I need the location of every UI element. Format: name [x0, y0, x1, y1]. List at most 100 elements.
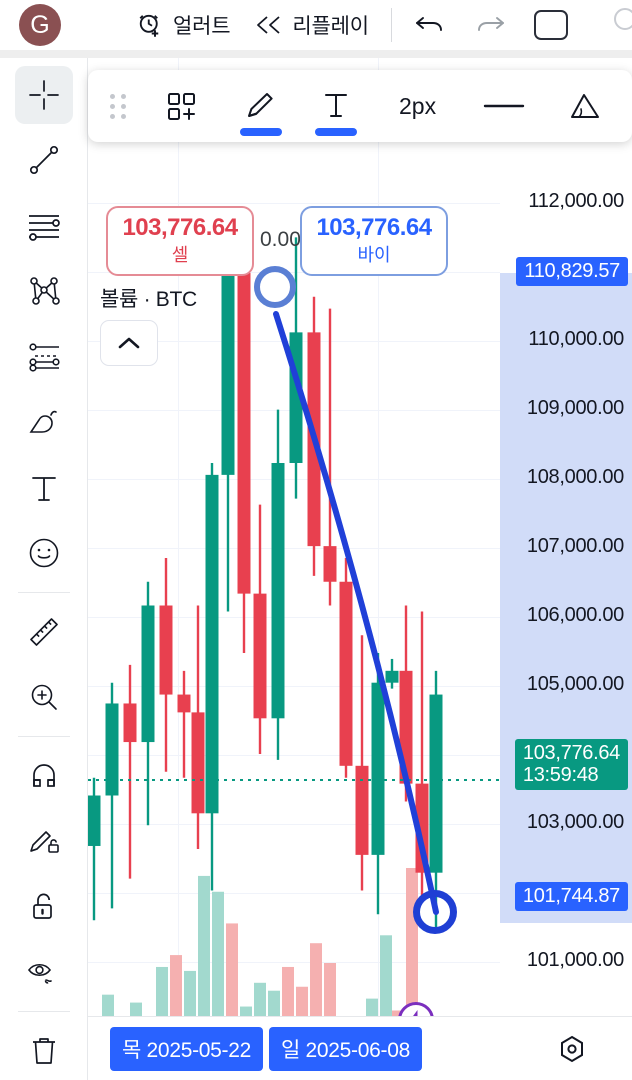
- remove-drawings-tool[interactable]: [15, 1022, 73, 1080]
- candle-body: [159, 605, 173, 695]
- alarm-clock-plus-icon: [135, 10, 165, 40]
- bid-price-pill[interactable]: 101,744.87: [514, 882, 628, 911]
- gridline: [88, 548, 500, 549]
- pattern-tool[interactable]: [15, 263, 73, 321]
- volume-bar: [366, 998, 378, 1016]
- add-template-icon: [165, 89, 199, 123]
- candle-body: [105, 703, 119, 796]
- eye-hide-icon: [26, 957, 62, 989]
- sell-order-box[interactable]: 103,776.64 셀: [106, 206, 254, 276]
- date-pill-left[interactable]: 목 2025-05-22: [110, 1026, 263, 1071]
- volume-bar: [254, 982, 266, 1016]
- spread-value: 0.00: [260, 228, 301, 251]
- undo-arrow-icon[interactable]: [414, 12, 446, 38]
- drag-grip-icon[interactable]: [110, 93, 127, 119]
- rail-divider: [17, 592, 70, 594]
- buy-order-box[interactable]: 103,776.64 바이: [300, 206, 448, 276]
- alert-button[interactable]: 얼러트: [135, 10, 231, 40]
- gridline: [178, 58, 179, 1016]
- text-t-icon: [29, 472, 59, 504]
- price-axis-highlight: [500, 273, 632, 923]
- candle-body: [205, 474, 219, 814]
- volume-bar: [296, 986, 308, 1016]
- redo-arrow-icon[interactable]: [474, 12, 506, 38]
- volume-legend[interactable]: 볼륨 · BTC: [100, 288, 197, 311]
- toolbar-divider: [390, 8, 392, 42]
- trend-line-annotation[interactable]: [88, 58, 500, 1016]
- candle-body: [323, 546, 337, 582]
- line-thickness-button[interactable]: 2px: [399, 92, 437, 119]
- drawing-options-toolbar: 2px: [88, 70, 632, 142]
- zoom-tool[interactable]: [15, 669, 73, 727]
- volume-bar: [240, 1006, 252, 1016]
- candle-body: [237, 273, 251, 594]
- avatar[interactable]: G: [19, 4, 61, 46]
- replay-button[interactable]: 리플레이: [254, 10, 369, 40]
- sell-price: 103,776.64: [122, 214, 238, 241]
- magnet-icon: [28, 760, 60, 792]
- candle-body: [371, 682, 385, 855]
- date-pill-right[interactable]: 일 2025-06-08: [268, 1026, 422, 1071]
- price-chart[interactable]: 103,776.64 셀 0.00 103,776.64 바이 볼륨 · BTC: [88, 58, 632, 1016]
- buy-price: 103,776.64: [316, 214, 432, 241]
- buy-label: 바이: [357, 245, 391, 265]
- hide-drawings-tool[interactable]: [15, 944, 73, 1002]
- prediction-tool[interactable]: [15, 328, 73, 386]
- candle-body: [88, 795, 101, 846]
- pencil-tool-button[interactable]: [240, 89, 282, 136]
- volume-bar: [380, 935, 392, 1016]
- alert-label: 얼러트: [173, 15, 231, 38]
- text-format-button[interactable]: [315, 89, 357, 136]
- volume-bar: [156, 966, 168, 1016]
- line-style-button[interactable]: [482, 101, 526, 111]
- time-axis[interactable]: 목 2025-05-22 일 2025-06-08: [88, 1016, 632, 1080]
- angle-measure-button[interactable]: [568, 90, 604, 122]
- candle-body: [253, 593, 267, 719]
- emoji-tool[interactable]: [15, 525, 73, 583]
- trend-line-tool[interactable]: [15, 132, 73, 190]
- crosshair-tool[interactable]: [14, 66, 73, 124]
- text-active-indicator: [315, 128, 357, 136]
- add-template-button[interactable]: [165, 89, 199, 123]
- volume-bar: [324, 963, 336, 1016]
- price-axis[interactable]: 112,000.00111,000.00110,000.00109,000.00…: [500, 58, 632, 1016]
- collapse-pane-button[interactable]: [100, 320, 158, 366]
- last-price-pill[interactable]: 103,776.64 13:59:48: [514, 739, 628, 790]
- ask-price-pill[interactable]: 110,829.57: [516, 257, 628, 286]
- price-axis-label: 108,000.00: [526, 466, 624, 488]
- drawing-mode-tool[interactable]: [15, 813, 73, 871]
- circle-annotation-bottom[interactable]: [413, 890, 457, 934]
- chart-settings-button[interactable]: [556, 1033, 588, 1065]
- volume-bar: [184, 970, 196, 1016]
- trend-line-icon: [27, 143, 61, 177]
- volume-bar: [198, 875, 210, 1016]
- volume-bar: [212, 891, 224, 1016]
- volume-bar: [130, 1002, 142, 1016]
- measure-tool[interactable]: [15, 603, 73, 661]
- trash-icon: [28, 1034, 60, 1068]
- layout-square-icon[interactable]: [533, 10, 568, 40]
- horizontal-line-tool[interactable]: [15, 197, 73, 255]
- price-axis-label: 107,000.00: [526, 535, 624, 557]
- circle-annotation-top[interactable]: [254, 266, 296, 308]
- gridline: [88, 755, 500, 756]
- price-axis-label: 105,000.00: [526, 673, 624, 695]
- lock-tool[interactable]: [15, 878, 73, 936]
- candle-body: [355, 765, 369, 855]
- drawing-tools-rail: [0, 58, 88, 1080]
- price-axis-label: 109,000.00: [526, 397, 624, 419]
- magnifier-plus-icon: [27, 681, 61, 715]
- price-axis-label: 101,000.00: [526, 949, 624, 971]
- rail-divider: [17, 736, 70, 738]
- solid-line-icon: [482, 101, 526, 111]
- lightning-icon: [413, 1010, 418, 1016]
- gridline: [88, 617, 500, 618]
- replay-label: 리플레이: [292, 15, 369, 38]
- text-tool[interactable]: [15, 459, 73, 517]
- ruler-icon: [27, 615, 61, 649]
- toolbar-separator: [0, 50, 632, 58]
- volume-bar: [282, 966, 294, 1016]
- brush-tool[interactable]: [15, 394, 73, 452]
- magnet-tool[interactable]: [15, 747, 73, 805]
- top-toolbar: G 얼러트 리플레이: [0, 0, 632, 50]
